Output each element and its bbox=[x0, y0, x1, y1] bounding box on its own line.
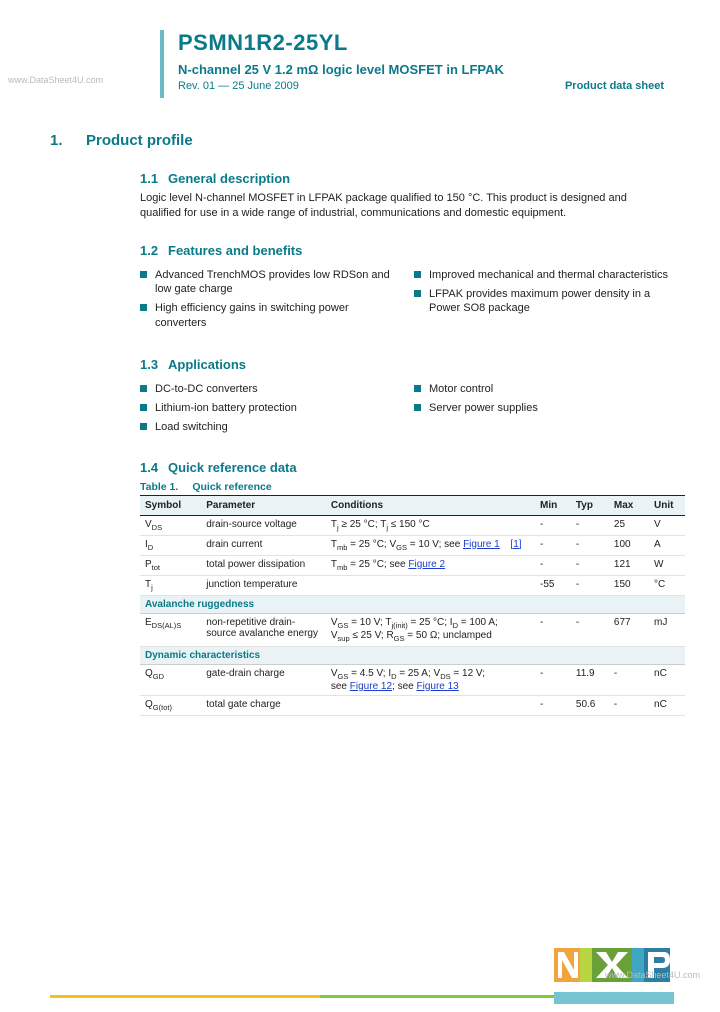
th-typ: Typ bbox=[571, 495, 609, 515]
sub-title: Applications bbox=[168, 357, 246, 372]
apps-left-col: DC-to-DC converters Lithium-ion battery … bbox=[140, 377, 396, 440]
th-max: Max bbox=[609, 495, 649, 515]
bullet-text: High efficiency gains in switching power… bbox=[155, 301, 396, 330]
sub-title: Quick reference data bbox=[168, 460, 297, 475]
bullet-text: Load switching bbox=[155, 420, 228, 434]
watermark-left: www.DataSheet4U.com bbox=[8, 75, 103, 85]
bullet-text: Lithium-ion battery protection bbox=[155, 401, 297, 415]
footer-color-bar bbox=[50, 995, 590, 998]
section-number: 1. bbox=[50, 132, 86, 149]
th-min: Min bbox=[535, 495, 571, 515]
sub-num: 1.4 bbox=[140, 460, 168, 475]
bullet-icon bbox=[140, 423, 147, 430]
th-ref bbox=[505, 495, 535, 515]
table-header-row: Symbol Parameter Conditions Min Typ Max … bbox=[140, 495, 685, 515]
list-item: Lithium-ion battery protection bbox=[140, 401, 396, 415]
list-item: High efficiency gains in switching power… bbox=[140, 301, 396, 330]
table-row: Ptottotal power dissipationTmb = 25 °C; … bbox=[140, 555, 685, 575]
revision-text: Rev. 01 — 25 June 2009 bbox=[178, 80, 299, 92]
th-unit: Unit bbox=[649, 495, 685, 515]
sub-title: General description bbox=[168, 171, 290, 186]
bullet-text: Advanced TrenchMOS provides low RDSon an… bbox=[155, 268, 396, 297]
footer-tab bbox=[554, 992, 674, 1004]
features-left-col: Advanced TrenchMOS provides low RDSon an… bbox=[140, 263, 396, 335]
page: PSMN1R2-25YL N-channel 25 V 1.2 mΩ logic… bbox=[0, 0, 720, 716]
apps-right-col: Motor control Server power supplies bbox=[414, 377, 670, 440]
table-section-row: Dynamic characteristics bbox=[140, 646, 685, 664]
bullet-text: Motor control bbox=[429, 382, 493, 396]
list-item: Advanced TrenchMOS provides low RDSon an… bbox=[140, 268, 396, 297]
sub-num: 1.1 bbox=[140, 171, 168, 186]
bullet-text: DC-to-DC converters bbox=[155, 382, 258, 396]
data-table: Symbol Parameter Conditions Min Typ Max … bbox=[140, 495, 685, 716]
doc-type: Product data sheet bbox=[565, 80, 664, 92]
bullet-icon bbox=[140, 404, 147, 411]
list-item: Improved mechanical and thermal characte… bbox=[414, 268, 670, 282]
bullet-icon bbox=[140, 385, 147, 392]
section-1-heading: 1. Product profile bbox=[50, 132, 670, 149]
bullet-icon bbox=[414, 271, 421, 278]
table-row: QGDgate-drain chargeVGS = 4.5 V; ID = 25… bbox=[140, 664, 685, 695]
part-number: PSMN1R2-25YL bbox=[178, 30, 670, 56]
section-title: Product profile bbox=[86, 132, 193, 149]
watermark-right: www.DataSheet4U.com bbox=[605, 970, 700, 980]
bullet-icon bbox=[414, 404, 421, 411]
nxp-logo bbox=[554, 942, 674, 990]
list-item: LFPAK provides maximum power density in … bbox=[414, 287, 670, 316]
bullet-text: Improved mechanical and thermal characte… bbox=[429, 268, 668, 282]
sub-num: 1.2 bbox=[140, 243, 168, 258]
bullet-icon bbox=[140, 271, 147, 278]
table-title: Quick reference bbox=[192, 481, 271, 493]
table-section-row: Avalanche ruggedness bbox=[140, 595, 685, 613]
subsection-1-2: 1.2Features and benefits Advanced Trench… bbox=[140, 243, 670, 335]
bullet-text: Server power supplies bbox=[429, 401, 538, 415]
table-number: Table 1. bbox=[140, 481, 178, 493]
sub-title: Features and benefits bbox=[168, 243, 302, 258]
bullet-icon bbox=[140, 304, 147, 311]
quick-reference-table: Table 1. Quick reference Symbol Parameter… bbox=[140, 481, 670, 716]
table-row: VDSdrain-source voltageTj ≥ 25 °C; Tj ≤ … bbox=[140, 515, 685, 535]
th-symbol: Symbol bbox=[140, 495, 201, 515]
subsection-1-3: 1.3Applications DC-to-DC converters Lith… bbox=[140, 357, 670, 440]
general-description-text: Logic level N-channel MOSFET in LFPAK pa… bbox=[140, 191, 670, 221]
doc-subtitle: N-channel 25 V 1.2 mΩ logic level MOSFET… bbox=[178, 62, 670, 77]
bullet-icon bbox=[414, 385, 421, 392]
table-row: Tjjunction temperature-55-150°C bbox=[140, 575, 685, 595]
revision-row: Rev. 01 — 25 June 2009 Product data shee… bbox=[178, 80, 670, 92]
bullet-text: LFPAK provides maximum power density in … bbox=[429, 287, 670, 316]
subsection-1-4: 1.4Quick reference data bbox=[140, 460, 670, 475]
features-right-col: Improved mechanical and thermal characte… bbox=[414, 263, 670, 335]
th-parameter: Parameter bbox=[201, 495, 326, 515]
list-item: DC-to-DC converters bbox=[140, 382, 396, 396]
document-header: PSMN1R2-25YL N-channel 25 V 1.2 mΩ logic… bbox=[160, 30, 670, 98]
list-item: Load switching bbox=[140, 420, 396, 434]
bullet-icon bbox=[414, 290, 421, 297]
th-conditions: Conditions bbox=[326, 495, 506, 515]
table-row: IDdrain currentTmb = 25 °C; VGS = 10 V; … bbox=[140, 535, 685, 555]
sub-num: 1.3 bbox=[140, 357, 168, 372]
list-item: Server power supplies bbox=[414, 401, 670, 415]
table-row: QG(tot)total gate charge-50.6-nC bbox=[140, 695, 685, 715]
table-row: EDS(AL)Snon-repetitive drain-source aval… bbox=[140, 613, 685, 646]
list-item: Motor control bbox=[414, 382, 670, 396]
subsection-1-1: 1.1General description Logic level N-cha… bbox=[140, 171, 670, 221]
